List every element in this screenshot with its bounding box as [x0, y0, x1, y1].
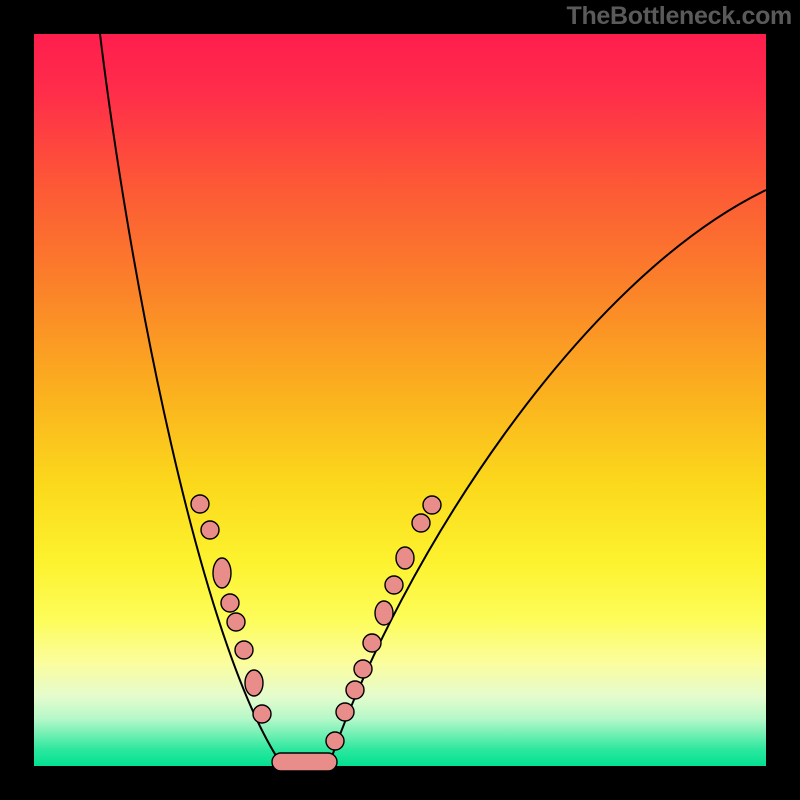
curve-marker — [326, 732, 344, 750]
curve-marker — [272, 753, 337, 771]
curve-marker — [363, 634, 381, 652]
chart-container: { "canvas": { "width": 800, "height": 80… — [0, 0, 800, 800]
curve-marker — [354, 660, 372, 678]
curve-marker — [423, 496, 441, 514]
watermark-text: TheBottleneck.com — [566, 2, 792, 31]
curve-marker — [213, 558, 231, 588]
curve-marker — [412, 514, 430, 532]
curve-marker — [221, 594, 239, 612]
curve-marker — [227, 613, 245, 631]
curve-marker — [235, 641, 253, 659]
curve-marker — [253, 705, 271, 723]
curve-marker — [191, 495, 209, 513]
curve-marker — [336, 703, 354, 721]
curve-marker — [245, 670, 263, 696]
chart-background — [34, 34, 766, 766]
curve-marker — [375, 601, 393, 625]
curve-marker — [201, 521, 219, 539]
curve-marker — [385, 576, 403, 594]
chart-svg — [0, 0, 800, 800]
curve-marker — [396, 547, 414, 569]
curve-marker — [346, 681, 364, 699]
